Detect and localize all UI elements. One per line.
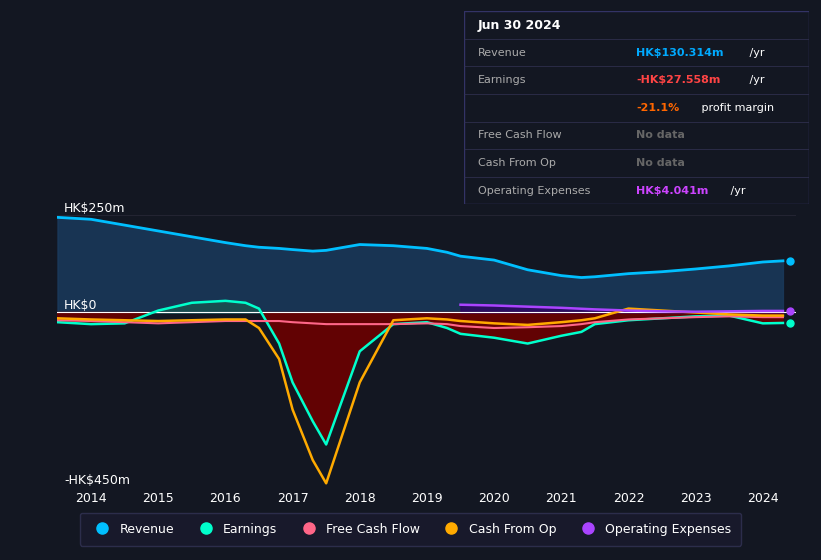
Text: /yr: /yr: [746, 75, 764, 85]
Text: -HK$450m: -HK$450m: [64, 474, 131, 487]
Text: -21.1%: -21.1%: [636, 103, 680, 113]
Text: /yr: /yr: [727, 185, 745, 195]
Legend: Revenue, Earnings, Free Cash Flow, Cash From Op, Operating Expenses: Revenue, Earnings, Free Cash Flow, Cash …: [80, 513, 741, 545]
Text: Operating Expenses: Operating Expenses: [478, 185, 590, 195]
Text: /yr: /yr: [746, 48, 764, 58]
Text: No data: No data: [636, 130, 686, 141]
Text: Earnings: Earnings: [478, 75, 526, 85]
Text: HK$0: HK$0: [64, 300, 98, 312]
Text: -HK$27.558m: -HK$27.558m: [636, 75, 721, 85]
Text: Revenue: Revenue: [478, 48, 526, 58]
Text: HK$250m: HK$250m: [64, 202, 126, 216]
Text: Cash From Op: Cash From Op: [478, 158, 556, 168]
Text: HK$4.041m: HK$4.041m: [636, 185, 709, 195]
Text: Free Cash Flow: Free Cash Flow: [478, 130, 562, 141]
Text: HK$130.314m: HK$130.314m: [636, 48, 724, 58]
Text: Jun 30 2024: Jun 30 2024: [478, 18, 562, 31]
Text: No data: No data: [636, 158, 686, 168]
Text: profit margin: profit margin: [698, 103, 773, 113]
